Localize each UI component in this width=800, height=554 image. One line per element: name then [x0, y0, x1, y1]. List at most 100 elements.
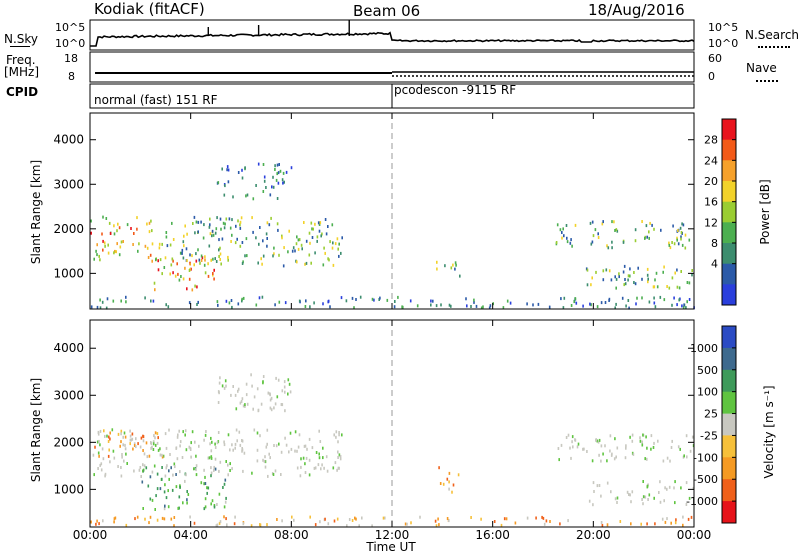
power-pixel: [653, 227, 655, 231]
power-pixel: [454, 267, 456, 271]
power-pixel: [219, 258, 221, 261]
velocity-pixel: [241, 439, 243, 442]
nsky-legend-line: [10, 46, 30, 47]
velocity-pixel: [682, 523, 684, 527]
velocity-pixel: [223, 505, 226, 509]
velocity-pixel: [674, 521, 677, 525]
power-pixel: [152, 299, 155, 303]
power-pixel: [148, 221, 151, 225]
power-pixel: [257, 162, 260, 166]
velocity-pixel: [210, 474, 212, 478]
velocity-pixel: [99, 429, 102, 433]
power-pixel: [189, 253, 191, 257]
power-pixel: [177, 272, 179, 276]
power-pixel: [284, 301, 287, 305]
velocity-pixel: [97, 467, 99, 470]
power-pixel: [262, 163, 265, 166]
velocity-pixel: [238, 430, 241, 434]
velocity-pixel: [237, 389, 239, 393]
power-pixel: [327, 225, 329, 228]
power-pixel: [359, 295, 362, 299]
velocity-pixel: [242, 469, 244, 473]
power-pixel: [163, 266, 166, 269]
velocity-pixel: [269, 456, 271, 460]
velocity-pixel: [493, 520, 496, 523]
velocity-pixel: [151, 445, 153, 449]
power-pixel: [635, 302, 637, 306]
velocity-pixel: [170, 466, 172, 470]
power-pixel: [282, 181, 284, 185]
velocity-pixel: [337, 450, 339, 454]
power-pixel: [435, 304, 438, 308]
power-pixel: [265, 186, 267, 189]
velocity-pixel: [140, 436, 143, 440]
power-pixel: [482, 305, 484, 309]
power-pixel: [566, 240, 569, 244]
velocity-pixel: [164, 504, 166, 508]
velocity-pixel: [204, 475, 206, 479]
nave-label: Nave: [746, 61, 777, 75]
power-pixel: [654, 305, 657, 309]
velocity-pixel: [613, 457, 616, 461]
power-pixel: [450, 304, 452, 308]
power-pixel: [223, 193, 226, 197]
power-pixel: [288, 229, 290, 233]
power-pixel: [278, 163, 280, 166]
power-pixel: [591, 220, 594, 224]
velocity-pixel: [596, 484, 599, 488]
velocity-pixel: [577, 442, 580, 446]
power-pixel: [172, 271, 174, 275]
velocity-pixel: [616, 496, 619, 500]
velocity-pixel: [151, 498, 154, 502]
power-pixel: [208, 225, 211, 229]
power-pixel: [563, 234, 565, 238]
velocity-pixel: [98, 454, 100, 458]
power-pixel: [311, 227, 313, 231]
power-pixel: [271, 185, 273, 189]
velocity-pixel: [241, 449, 243, 453]
power-pixel: [227, 258, 229, 262]
x-tick-label: 20:00: [576, 528, 611, 542]
velocity-pixel: [150, 441, 152, 444]
velocity-pixel: [305, 456, 308, 460]
power-pixel: [125, 295, 127, 299]
power-pixel: [245, 194, 247, 198]
power-pixel: [691, 269, 693, 272]
power-pixel: [209, 217, 211, 221]
power-pixel: [262, 254, 265, 258]
power-pixel: [678, 286, 681, 290]
velocity-pixel: [156, 441, 159, 445]
power-pixel: [212, 272, 214, 275]
power-panel: [90, 162, 695, 310]
velocity-pixel: [161, 466, 163, 469]
power-cbar-swatch: [722, 243, 736, 265]
power-pixel: [622, 270, 625, 274]
velocity-pixel: [214, 446, 217, 449]
velocity-pixel: [97, 451, 100, 455]
power-pixel: [671, 241, 673, 244]
velocity-pixel: [129, 438, 132, 442]
power-pixel: [120, 240, 123, 244]
freq-tick-top: 18: [64, 52, 78, 65]
velocity-pixel: [281, 519, 283, 523]
power-cbar-frame: [721, 118, 737, 306]
velocity-pixel: [161, 477, 163, 481]
power-pixel: [296, 235, 298, 239]
velocity-pixel: [642, 433, 644, 437]
velocity-pixel: [304, 462, 306, 466]
power-pixel: [611, 240, 613, 244]
power-pixel: [298, 238, 301, 242]
velocity-pixel: [601, 524, 604, 527]
power-cbar-swatch: [722, 222, 736, 244]
velocity-pixel: [262, 458, 264, 462]
velocity-pixel: [119, 444, 121, 448]
power-pixel: [200, 259, 203, 262]
power-pixel: [204, 255, 206, 259]
power-pixel: [113, 224, 115, 228]
velocity-pixel: [668, 485, 671, 489]
velocity-pixel: [297, 445, 300, 449]
power-pixel: [176, 262, 178, 266]
velocity-pixel: [204, 433, 207, 437]
velocity-pixel: [109, 460, 111, 464]
velocity-pixel: [167, 489, 169, 493]
